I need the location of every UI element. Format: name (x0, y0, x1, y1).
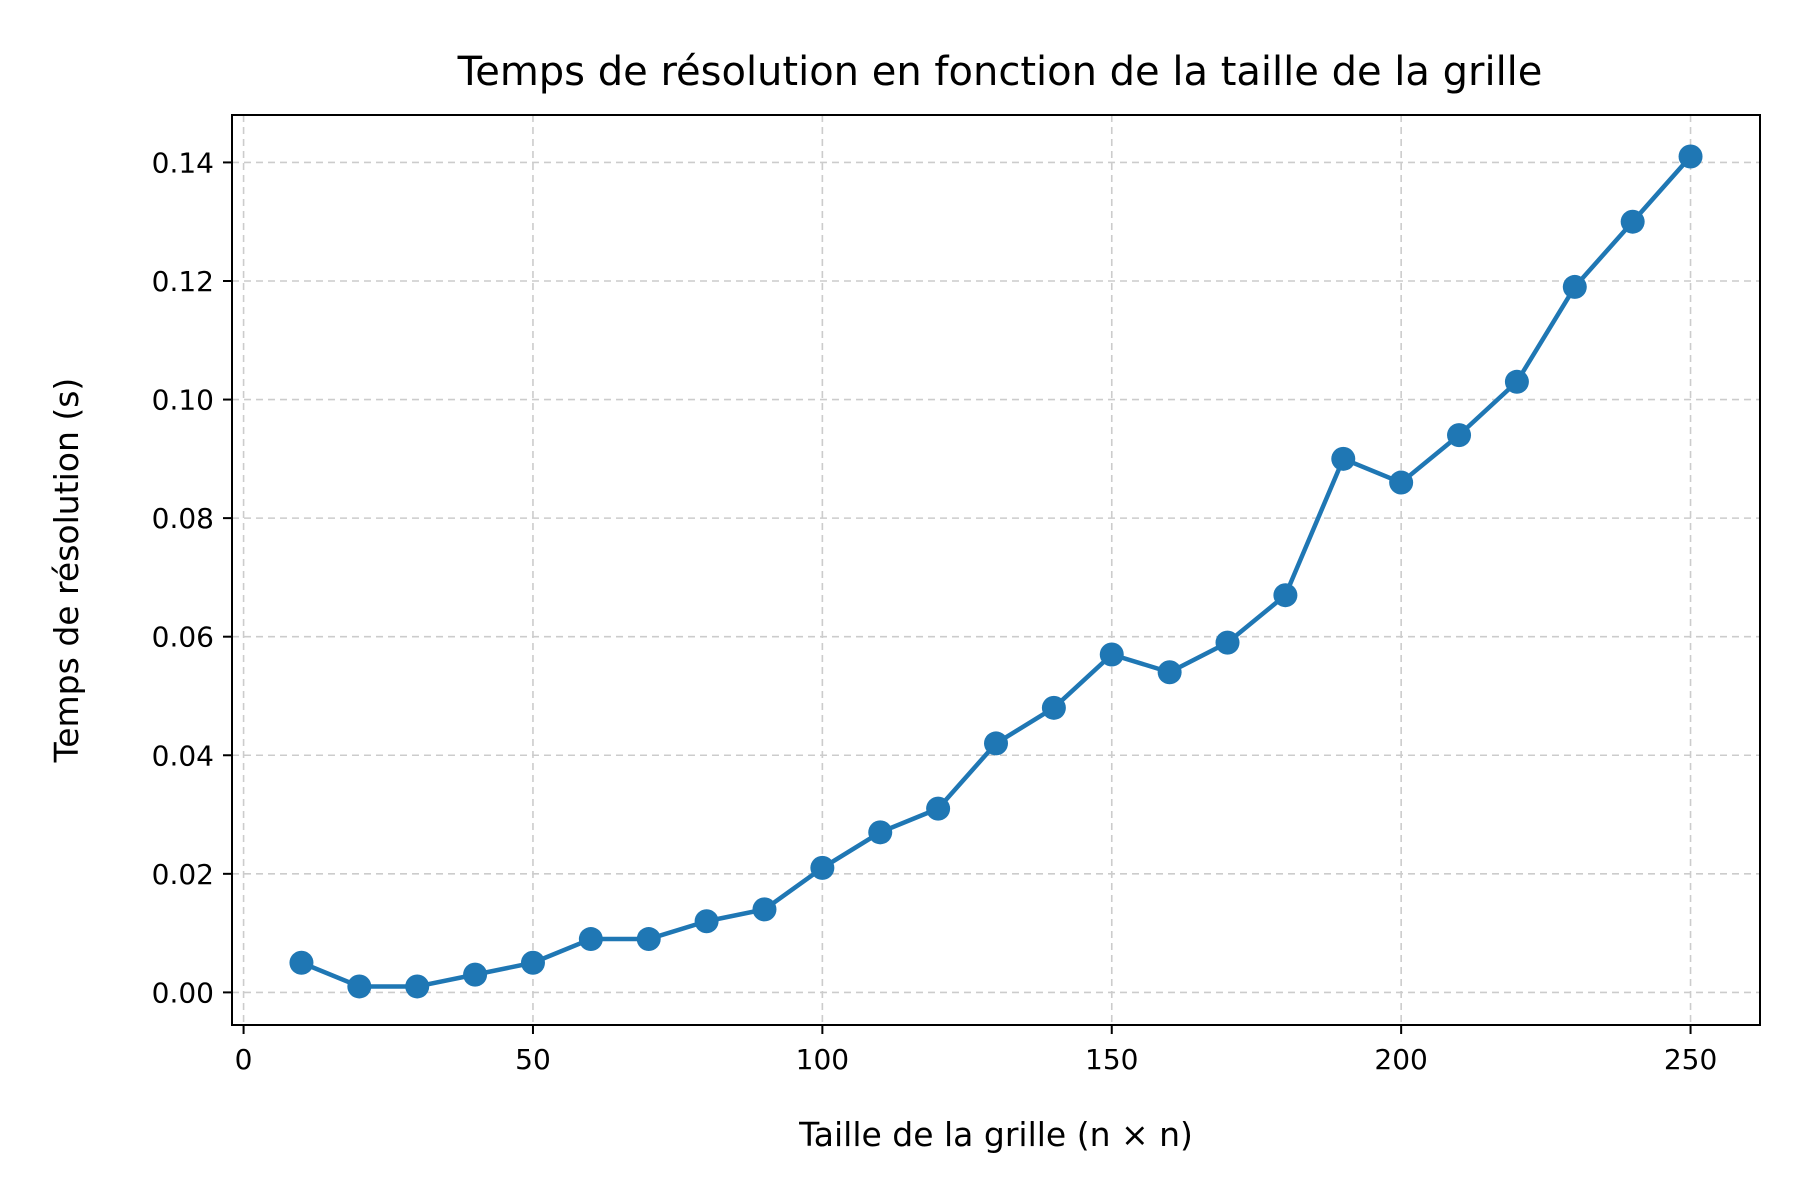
data-point (1099, 642, 1124, 667)
x-tick-label: 150 (1085, 1043, 1138, 1076)
data-point (520, 950, 545, 975)
data-point (1504, 369, 1529, 394)
x-axis: 0 50 100 150 200 250 (235, 1025, 1717, 1076)
data-point (694, 909, 719, 934)
y-axis: 0.00 0.02 0.04 0.06 0.08 0.10 0.12 0.14 (152, 146, 232, 1009)
data-point (1447, 423, 1472, 448)
y-tick-label: 0.04 (152, 739, 214, 772)
data-point (463, 962, 488, 987)
x-tick-label: 200 (1374, 1043, 1427, 1076)
data-point (868, 820, 893, 845)
data-point (347, 974, 372, 999)
data-point (1389, 470, 1414, 495)
y-tick-label: 0.00 (152, 976, 214, 1009)
data-point (405, 974, 430, 999)
plot-frame (231, 114, 1761, 1026)
y-tick-label: 0.14 (152, 146, 214, 179)
data-point (810, 855, 835, 880)
data-point (752, 897, 777, 922)
data-point (984, 731, 1008, 756)
data-point (1562, 274, 1587, 299)
data-point (289, 950, 314, 975)
data-point (1273, 583, 1298, 608)
data-point (636, 927, 661, 952)
x-tick-label: 0 (235, 1043, 253, 1076)
x-tick-label: 50 (515, 1043, 551, 1076)
data-point (1215, 630, 1240, 655)
grid (232, 115, 1760, 1025)
y-tick-label: 0.06 (152, 621, 214, 654)
y-tick-label: 0.08 (152, 502, 214, 535)
data-point (578, 927, 603, 952)
chart-title: Temps de résolution en fonction de la ta… (457, 49, 1543, 95)
x-tick-label: 100 (796, 1043, 849, 1076)
y-tick-label: 0.12 (152, 265, 214, 298)
y-axis-label: Temps de résolution (s) (47, 378, 86, 764)
x-axis-label: Taille de la grille (n × n) (798, 1115, 1193, 1154)
data-point (1157, 660, 1182, 685)
y-tick-label: 0.10 (152, 384, 214, 417)
y-tick-label: 0.02 (152, 858, 214, 891)
data-point (1620, 209, 1645, 234)
data-point (1041, 695, 1066, 720)
series-line-group (289, 144, 1703, 999)
data-point (1331, 446, 1356, 471)
data-point (926, 796, 951, 821)
data-point (1678, 144, 1703, 169)
x-tick-label: 250 (1664, 1043, 1717, 1076)
